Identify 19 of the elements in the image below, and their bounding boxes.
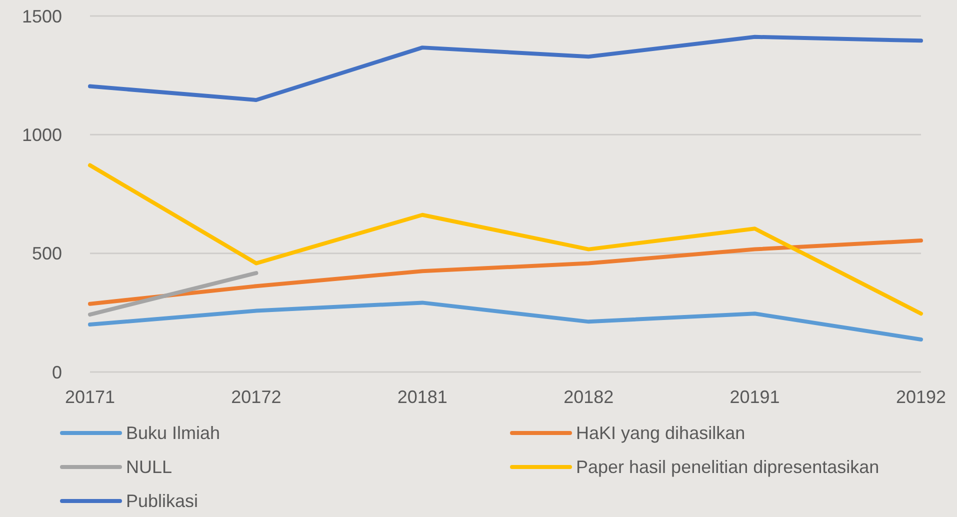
x-tick-label: 20181: [397, 386, 448, 407]
legend-label: Publikasi: [126, 490, 198, 512]
y-tick-label: 500: [32, 244, 62, 264]
legend-label: NULL: [126, 456, 172, 478]
legend-label: Buku Ilmiah: [126, 422, 220, 444]
x-tick-label: 20192: [896, 386, 946, 407]
y-tick-label: 1000: [22, 125, 62, 146]
x-tick-label: 20191: [730, 386, 780, 407]
line-series: [88, 34, 923, 102]
legend-label: Paper hasil penelitian dipresentasikan: [576, 456, 880, 478]
line-series: [88, 300, 923, 342]
legend-label: HaKI yang dihasilkan: [576, 422, 746, 444]
x-tick-label: 20172: [231, 386, 282, 407]
x-tick-label: 20182: [564, 386, 614, 407]
line-series: [88, 238, 923, 306]
y-tick-label: 0: [52, 362, 62, 382]
line-series: [88, 163, 923, 316]
x-tick-label: 20171: [64, 386, 116, 407]
y-tick-label: 1500: [22, 6, 62, 26]
